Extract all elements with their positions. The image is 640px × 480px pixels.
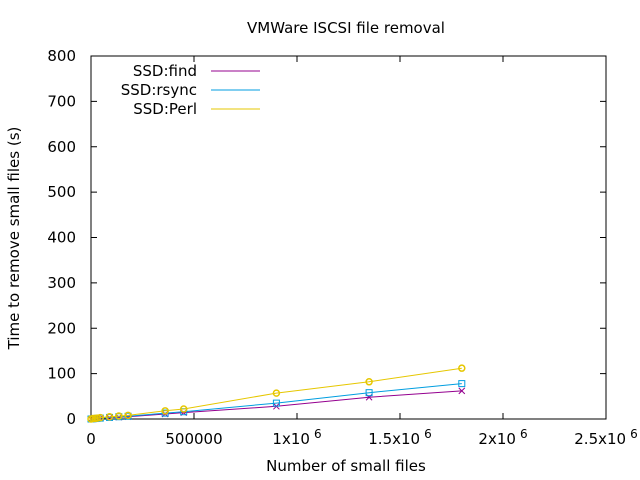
- x-tick-label: 2.5x10 6: [574, 427, 637, 448]
- data-point: [161, 407, 169, 415]
- data-point: [272, 389, 281, 397]
- data-point: [96, 413, 105, 422]
- data-point: [458, 380, 466, 388]
- data-point: [105, 412, 114, 421]
- x-tick-label: 0: [86, 430, 96, 448]
- series-ssd-perl: [87, 364, 466, 423]
- data-point: [161, 409, 169, 417]
- y-tick-label: 500: [47, 183, 76, 201]
- data-point: [124, 411, 132, 420]
- x-axis: 0 500000 1x10 6 1.5x10 6 2x10 6 2.5x10 6: [86, 56, 638, 448]
- x-tick-label: 1x10 6: [272, 427, 321, 448]
- y-tick-label: 700: [47, 92, 76, 110]
- y-tick-label: 400: [47, 229, 76, 247]
- chart-title: VMWare ISCSI file removal: [247, 19, 445, 37]
- x-tick-label: 500000: [165, 430, 222, 448]
- data-point: [115, 412, 123, 420]
- data-point: [179, 405, 188, 413]
- y-tick-label: 300: [47, 274, 76, 292]
- y-axis-label: Time to remove small files (s): [5, 127, 23, 351]
- series-line: [90, 367, 462, 420]
- x-tick-label: 1.5x10 6: [368, 427, 431, 448]
- y-tick-label: 0: [66, 410, 76, 428]
- y-tick-label: 800: [47, 47, 76, 65]
- data-point: [93, 414, 101, 422]
- x-axis-label: Number of small files: [266, 457, 426, 475]
- data-point: [365, 389, 373, 397]
- y-axis: 0 100 200 300 400 500 600 700 800: [47, 47, 606, 428]
- y-tick-label: 100: [47, 365, 76, 383]
- y-tick-label: 600: [47, 138, 76, 156]
- data-point: [458, 387, 466, 395]
- data-point: [458, 364, 466, 372]
- legend-label: SSD:rsync: [121, 81, 197, 99]
- series-layer: [87, 364, 466, 423]
- series-line: [90, 383, 462, 420]
- data-point: [365, 378, 373, 386]
- legend-label: SSD:find: [133, 62, 197, 80]
- data-point: [272, 399, 280, 407]
- x-tick-label: 2x10 6: [478, 427, 527, 448]
- y-tick-label: 200: [47, 319, 76, 337]
- legend-label: SSD:Perl: [133, 100, 197, 118]
